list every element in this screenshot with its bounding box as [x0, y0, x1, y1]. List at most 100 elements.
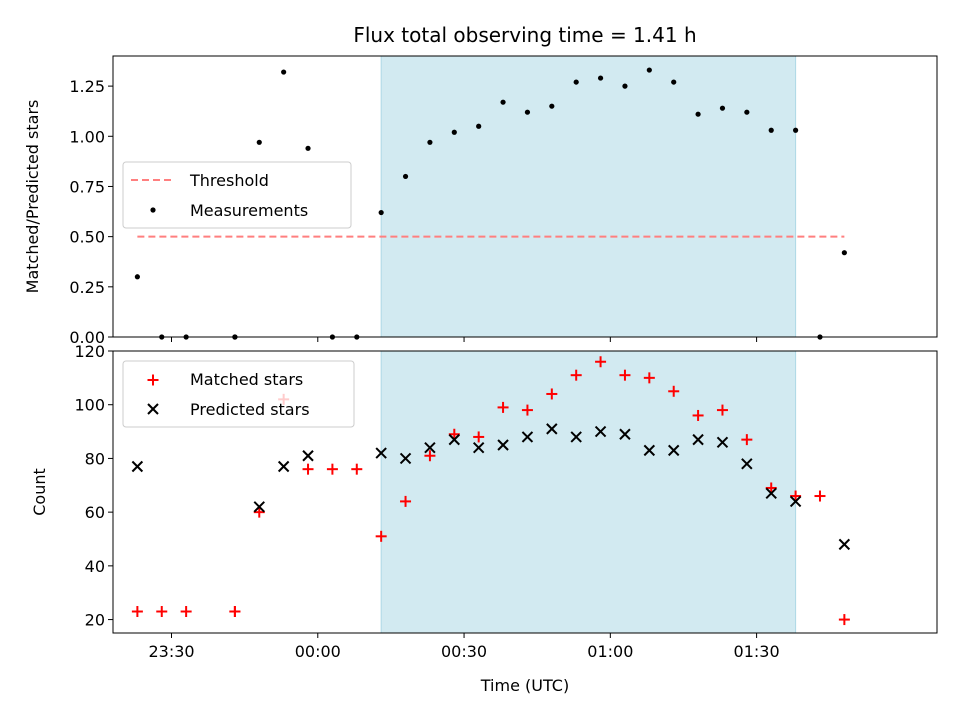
predicted-stars-point: [716, 436, 729, 449]
predicted-stars-point: [399, 452, 412, 465]
predicted-stars-point: [546, 423, 558, 435]
matched-stars-point: [521, 404, 533, 416]
measurements-legend-symbol: [150, 207, 156, 213]
measurements-point: [305, 145, 311, 151]
matched-stars-point: [473, 431, 485, 443]
measurements-point: [671, 79, 677, 85]
measurements-point: [744, 109, 750, 115]
observing-window-shade: [380, 350, 797, 634]
predicted-stars-legend-symbol: [147, 403, 159, 415]
predicted-stars-point: [789, 495, 802, 508]
matched-stars-point: [668, 385, 680, 397]
flux-ratio-y-ticks: 0.00 0.25 0.50 0.75 1.00 1.25: [69, 77, 113, 347]
matched-stars-point: [131, 606, 143, 618]
x-tick-label: 00:30: [441, 642, 487, 661]
x-tick-label: 01:00: [587, 642, 633, 661]
measurements-point: [256, 139, 262, 145]
measurements-point: [597, 75, 604, 81]
matched-stars-point: [716, 404, 728, 416]
predicted-stars-point: [741, 458, 753, 470]
x-tick-label: 01:30: [734, 642, 780, 661]
predicted-stars-point: [424, 441, 436, 454]
matched-stars-point: [741, 434, 753, 446]
x-tick-label: 23:30: [148, 642, 194, 661]
measurements-point: [378, 209, 384, 216]
matched-stars-point: [765, 482, 777, 494]
predicted-stars-point: [131, 460, 144, 473]
measurements-point: [793, 127, 799, 133]
predicted-stars-point: [472, 441, 485, 454]
predicted-stars-point: [253, 501, 265, 513]
measurements-point: [841, 250, 847, 256]
predicted-stars-point: [277, 460, 290, 473]
predicted-stars-legend-marker: [147, 403, 159, 415]
matched-stars-point: [351, 463, 363, 475]
matched-stars-point: [546, 388, 558, 400]
star-count-panel: 20 40 60 80 100 120 23:30 00:00 00:30 01:00 01:30…: [30, 342, 938, 695]
predicted-stars-point: [448, 433, 461, 446]
matched-stars-point: [790, 490, 802, 502]
matched-stars-point: [156, 606, 168, 618]
matched-stars-point: [253, 506, 265, 518]
predicted-stars-point: [521, 431, 534, 443]
predicted-stars-point: [619, 428, 631, 440]
matched-stars-point: [595, 356, 607, 368]
matched-stars-point: [375, 530, 387, 542]
measurements-point: [573, 79, 579, 85]
y-tick-label: 1.00: [69, 127, 105, 146]
matched-stars-point: [180, 606, 192, 618]
star-count-y-axis-label: Count: [30, 468, 49, 516]
observing-window-shade: [380, 55, 797, 338]
predicted-stars-point: [497, 439, 509, 451]
star-count-x-ticks: 23:30 00:00 00:30 01:00 01:30: [148, 633, 780, 661]
matched-stars-legend-symbol: [147, 374, 159, 386]
predicted-stars-point: [570, 431, 582, 443]
predicted-stars-point: [302, 450, 314, 462]
measurements-point: [476, 123, 482, 129]
matched-stars-legend-label: Matched stars: [190, 370, 303, 389]
matched-stars-point: [692, 409, 704, 421]
x-tick-label: 00:00: [295, 642, 341, 661]
y-tick-label: 120: [74, 342, 105, 361]
x-axis-label: Time (UTC): [480, 676, 569, 695]
flux-ratio-panel: 0.00 0.25 0.50 0.75 1.00 1.25 Flux total obse…: [23, 23, 938, 347]
matched-stars-point: [424, 450, 436, 462]
y-tick-label: 80: [85, 449, 105, 468]
measurements-point: [719, 105, 726, 111]
measurements-point: [695, 111, 701, 117]
matched-stars-point: [570, 369, 582, 381]
matched-stars-point: [814, 490, 826, 502]
matched-stars-point: [643, 372, 655, 384]
measurements-point: [549, 103, 555, 109]
predicted-stars-point: [765, 487, 777, 500]
threshold-legend-label: Threshold: [189, 171, 269, 190]
measurements-point: [646, 67, 652, 73]
measurements-point: [622, 83, 628, 89]
chart-title: Flux total observing time = 1.41 h: [353, 23, 696, 47]
measurements-legend-label: Measurements: [190, 201, 308, 220]
predicted-stars-point: [838, 538, 851, 551]
y-tick-label: 100: [74, 396, 105, 415]
y-tick-label: 20: [85, 611, 105, 630]
measurements-point: [134, 274, 140, 280]
flux-ratio-y-axis-label: Matched/Predicted stars: [23, 100, 42, 294]
star-count-plot-frame: [112, 350, 938, 634]
predicted-stars-point: [643, 444, 656, 457]
matched-stars-point: [838, 614, 850, 626]
measurements-point: [427, 139, 433, 145]
predicted-stars-point: [594, 425, 607, 438]
matched-stars-legend-marker: [147, 374, 159, 386]
star-count-legend-box: [122, 360, 355, 428]
measurements-point: [500, 99, 506, 105]
flux-ratio-plot-frame: [112, 55, 938, 338]
y-tick-label: 0.00: [69, 328, 105, 347]
star-count-marks: [131, 356, 851, 626]
flux-ratio-x-ticks: [171, 337, 758, 342]
matched-stars-point: [229, 606, 241, 618]
matched-stars-point: [448, 428, 460, 440]
flux-ratio-marks: [134, 67, 847, 340]
matched-stars-point: [400, 495, 412, 507]
matched-stars-point: [619, 369, 631, 381]
flux-ratio-legend: Threshold Measurements: [122, 161, 352, 229]
